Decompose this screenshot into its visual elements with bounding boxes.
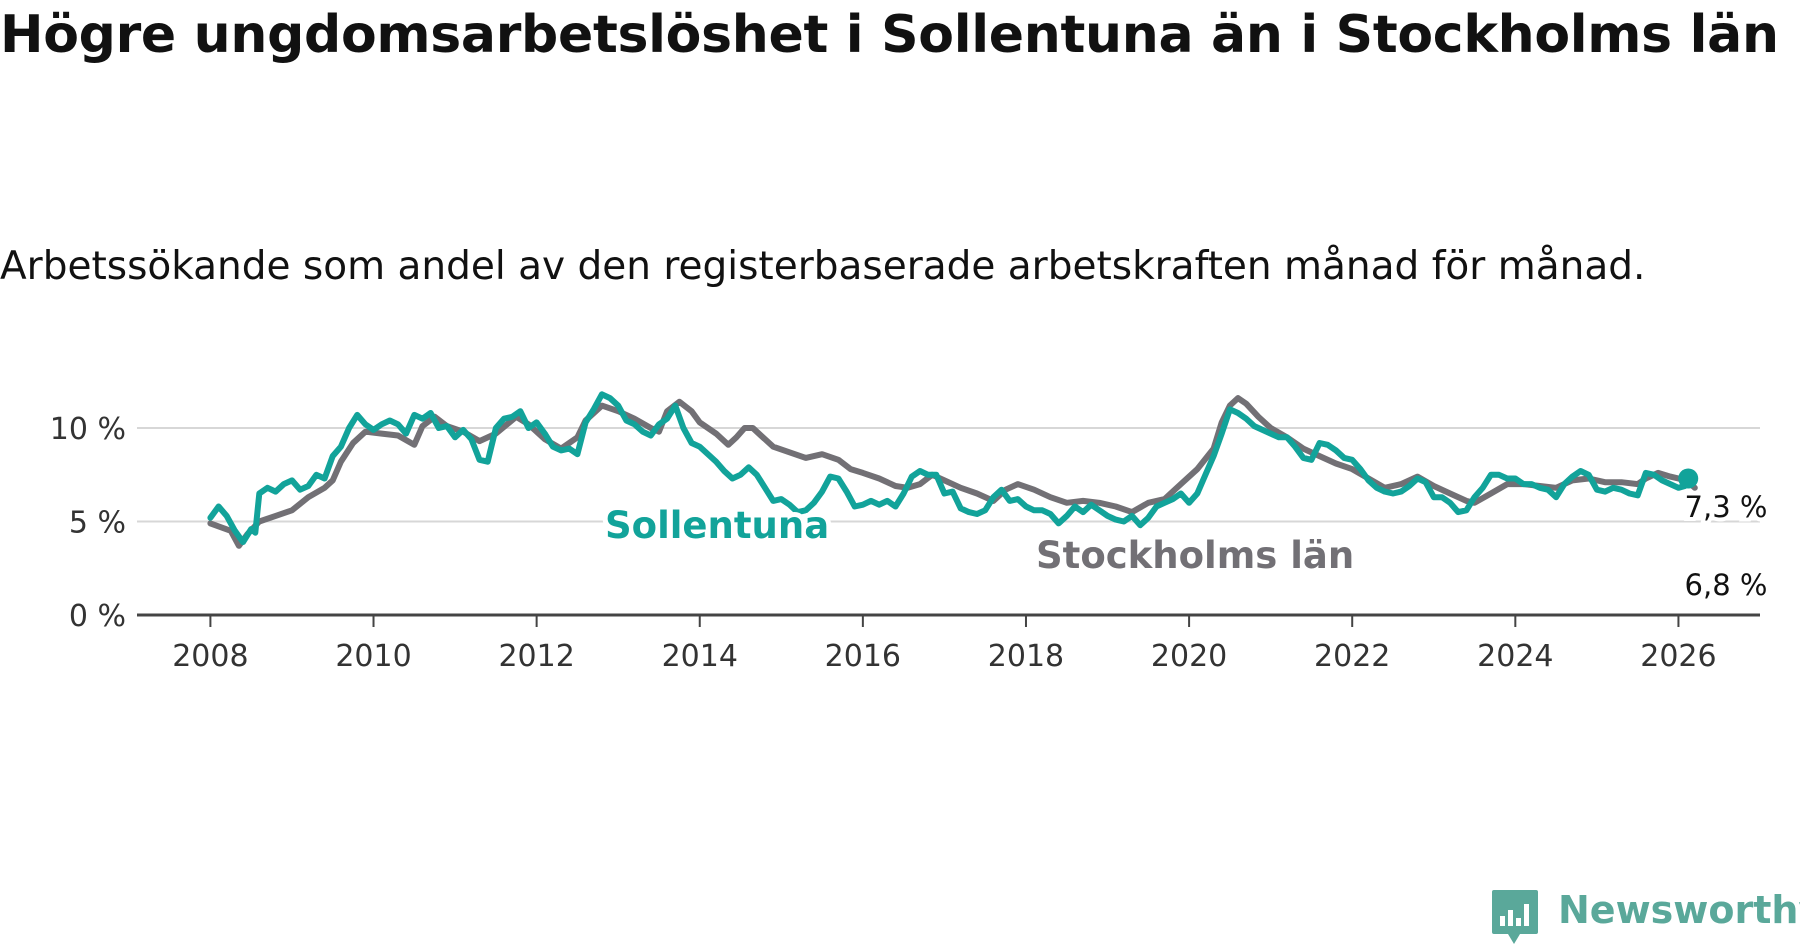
x-tick-label: 2018: [988, 639, 1064, 674]
y-axis-tick-labels: 0 % 5 % 10 %: [50, 412, 126, 634]
x-tick-label: 2024: [1477, 639, 1553, 674]
x-tick-label: 2010: [335, 639, 411, 674]
x-tick-label: 2022: [1314, 639, 1390, 674]
y-tick-label: 0 %: [69, 599, 126, 634]
chart-subtitle: Arbetssökande som andel av den registerb…: [0, 244, 1646, 289]
chart-title: Högre ungdomsarbetslöshet i Sollentuna ä…: [0, 5, 1779, 65]
stockholm-series-label: Stockholms län: [1036, 534, 1354, 577]
x-tick-label: 2020: [1151, 639, 1227, 674]
x-tick-label: 2026: [1640, 639, 1716, 674]
brand-name: Newsworthy: [1558, 888, 1800, 932]
newsworthy-brand[interactable]: Newsworthy: [1490, 888, 1800, 948]
y-tick-label: 5 %: [69, 506, 126, 541]
y-tick-label: 10 %: [50, 412, 126, 447]
x-tick-label: 2008: [172, 639, 248, 674]
x-axis: 2008 2010 2012 2014 2016 2018 2020 2022 2024 2026: [137, 613, 1760, 674]
stockholm-last-value-label: 6,8 %: [1685, 568, 1768, 602]
series-labels: Sollentuna Stockholms län 7,3 % 6,8 %: [600, 486, 1771, 606]
sollentuna-last-value-label: 7,3 %: [1685, 490, 1768, 524]
x-tick-label: 2014: [662, 639, 738, 674]
x-tick-label: 2012: [498, 639, 574, 674]
series-line-sollentuna: [207, 391, 1692, 546]
newsworthy-logo-icon: [1492, 890, 1538, 944]
series-line-stockholms-län: [207, 395, 1698, 549]
sollentuna-endpoint-marker: [1678, 468, 1699, 489]
series-lines: [207, 391, 1699, 549]
sollentuna-series-label: Sollentuna: [605, 504, 829, 547]
line-chart: 0 %5 %10 % 2008 2010 2012 2014 2016 2018 2020 2…: [50, 391, 1771, 674]
x-tick-label: 2016: [825, 639, 901, 674]
grid-lines: [137, 427, 1760, 523]
